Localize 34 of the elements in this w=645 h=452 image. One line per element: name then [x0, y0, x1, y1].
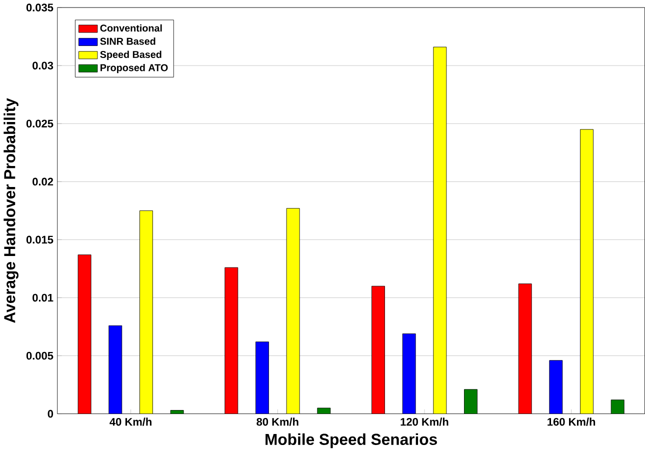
- bar: [170, 410, 184, 414]
- legend-label: Conventional: [100, 24, 162, 32]
- bar: [286, 208, 300, 414]
- y-tick-label: 0.005: [26, 352, 54, 360]
- y-tick-label: 0.025: [26, 120, 54, 128]
- bar: [78, 254, 92, 414]
- bar: [464, 389, 478, 414]
- bar: [372, 286, 385, 414]
- x-tick-label: 160 Km/h: [548, 418, 596, 426]
- bar: [317, 408, 331, 414]
- y-tick-label: 0.01: [32, 294, 54, 302]
- bar: [580, 129, 594, 414]
- x-tick-label: 40 Km/h: [110, 418, 152, 426]
- x-tick-label: 80 Km/h: [256, 418, 298, 426]
- y-tick-label: 0: [48, 410, 54, 418]
- legend-label: Speed Based: [100, 50, 162, 60]
- bar: [610, 400, 624, 414]
- y-axis-title: Average Handover Probability: [4, 98, 18, 323]
- bar: [549, 360, 563, 414]
- bar: [224, 267, 238, 414]
- bar: [518, 284, 532, 414]
- y-tick-label: 0.02: [32, 178, 54, 186]
- bar: [256, 342, 269, 414]
- y-tick-label: 0.035: [26, 4, 54, 12]
- x-tick-label: 120 Km/h: [400, 418, 448, 426]
- legend-label: Proposed ATO: [100, 64, 168, 74]
- bar: [139, 210, 153, 414]
- legend-label: SINR Based: [100, 38, 156, 45]
- bar: [433, 46, 447, 414]
- y-tick-label: 0.015: [26, 236, 54, 244]
- bar: [402, 334, 416, 414]
- bar: [108, 325, 122, 414]
- y-tick-label: 0.03: [32, 62, 54, 70]
- x-axis-title: Mobile Speed Senarios: [266, 434, 437, 448]
